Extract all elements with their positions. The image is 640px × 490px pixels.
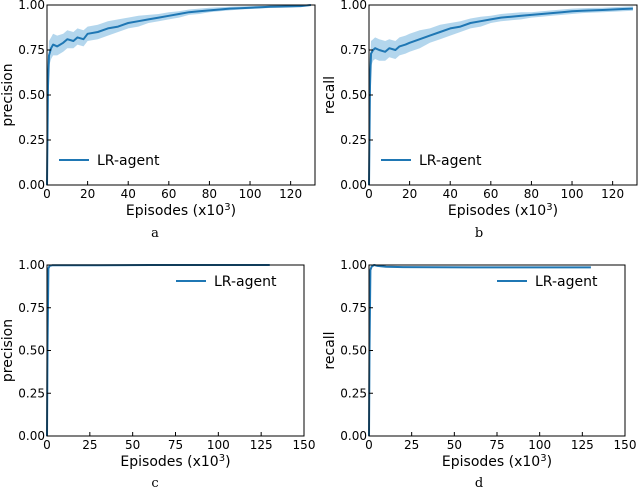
x-tick-label: 50 xyxy=(447,438,462,452)
x-tick-label: 120 xyxy=(279,187,302,201)
legend: LR-agent xyxy=(176,274,277,290)
x-tick-label: 100 xyxy=(207,438,230,452)
x-tick-label: 0 xyxy=(365,438,373,452)
x-tick-label: 150 xyxy=(293,438,316,452)
x-tick-label: 120 xyxy=(601,187,624,201)
y-tick-label: 1.00 xyxy=(18,0,45,12)
x-tick-label: 100 xyxy=(561,187,584,201)
x-tick-label: 150 xyxy=(614,438,637,452)
plot-frame xyxy=(368,264,626,437)
x-tick-label: 80 xyxy=(202,187,217,201)
legend-label: LR-agent xyxy=(419,153,482,169)
y-tick-label: 1.00 xyxy=(340,0,367,12)
panel-caption: d xyxy=(475,476,483,490)
x-tick-label: 125 xyxy=(250,438,273,452)
x-tick-label: 75 xyxy=(489,438,504,452)
x-tick-label: 60 xyxy=(161,187,176,201)
x-tick-label: 25 xyxy=(82,438,97,452)
y-tick-label: 0.00 xyxy=(340,429,367,443)
y-tick-label: 0.75 xyxy=(340,301,367,315)
x-tick-label: 0 xyxy=(43,438,51,452)
x-tick-label: 100 xyxy=(528,438,551,452)
x-tick-label: 125 xyxy=(571,438,594,452)
y-tick-label: 0.00 xyxy=(340,178,367,192)
x-tick-label: 100 xyxy=(239,187,262,201)
y-tick-label: 1.00 xyxy=(340,258,367,272)
x-tick-label: 0 xyxy=(43,187,51,201)
plot-frame xyxy=(46,264,305,437)
x-tick-label: 80 xyxy=(524,187,539,201)
confidence-band xyxy=(47,5,311,185)
chart-panel-d: 0 25 50 75 100 125 150 0.00 0.25 0.50 0.75 1.00 Epis… xyxy=(322,258,636,490)
y-axis-label: precision xyxy=(0,63,16,126)
panel-caption: a xyxy=(151,226,159,241)
y-tick-label: 0.75 xyxy=(340,43,367,57)
x-tick-label: 0 xyxy=(365,187,373,201)
y-tick-label: 0.25 xyxy=(340,386,367,400)
y-tick-label: 0.25 xyxy=(18,133,45,147)
y-tick-label: 0.50 xyxy=(18,88,45,102)
series-line-LR-agent xyxy=(46,4,312,186)
x-axis-label: Episodes (x103) xyxy=(448,202,558,219)
y-tick-label: 1.00 xyxy=(18,258,45,272)
panel-caption: c xyxy=(151,476,158,490)
x-axis-label: Episodes (x103) xyxy=(120,453,230,470)
x-tick-label: 75 xyxy=(168,438,183,452)
y-tick-label: 0.00 xyxy=(18,429,45,443)
x-tick-label: 40 xyxy=(121,187,136,201)
x-axis-label: Episodes (x103) xyxy=(442,453,552,470)
plot-frame xyxy=(368,4,638,186)
y-tick-label: 0.25 xyxy=(18,386,45,400)
confidence-band xyxy=(369,6,633,186)
panel-caption: b xyxy=(475,226,483,241)
y-tick-label: 0.50 xyxy=(340,88,367,102)
series-line-LR-agent xyxy=(368,264,591,437)
y-tick-label: 0.75 xyxy=(18,301,45,315)
chart-panel-b: 0 20 40 60 80 100 120 0.00 0.25 0.50 0.75 1.00 Episo… xyxy=(322,0,638,241)
x-tick-label: 50 xyxy=(125,438,140,452)
x-tick-label: 40 xyxy=(443,187,458,201)
legend-label: LR-agent xyxy=(214,274,277,290)
series-line-LR-agent xyxy=(46,264,270,437)
chart-panel-c: 0 25 50 75 100 125 150 0.00 0.25 0.50 0.75 1.00 Epis… xyxy=(0,258,315,490)
legend: LR-agent xyxy=(497,274,598,290)
x-tick-label: 20 xyxy=(80,187,95,201)
y-tick-label: 0.75 xyxy=(18,43,45,57)
chart-panel-a: 0 20 40 60 80 100 120 0.00 0.25 0.50 0.75 1.00 Episo… xyxy=(0,0,316,241)
y-axis-label: recall xyxy=(322,76,338,114)
legend-label: LR-agent xyxy=(535,274,598,290)
legend-label: LR-agent xyxy=(97,153,160,169)
legend: LR-agent xyxy=(59,153,160,169)
legend: LR-agent xyxy=(381,153,482,169)
y-axis-label: precision xyxy=(0,319,16,382)
y-tick-label: 0.25 xyxy=(340,133,367,147)
x-tick-label: 20 xyxy=(402,187,417,201)
y-tick-label: 0.50 xyxy=(18,344,45,358)
x-axis-label: Episodes (x103) xyxy=(126,202,236,219)
series-line-LR-agent xyxy=(368,7,633,186)
x-tick-label: 60 xyxy=(483,187,498,201)
x-tick-label: 25 xyxy=(404,438,419,452)
y-axis-label: recall xyxy=(322,331,338,369)
y-tick-label: 0.00 xyxy=(18,178,45,192)
y-tick-label: 0.50 xyxy=(340,344,367,358)
